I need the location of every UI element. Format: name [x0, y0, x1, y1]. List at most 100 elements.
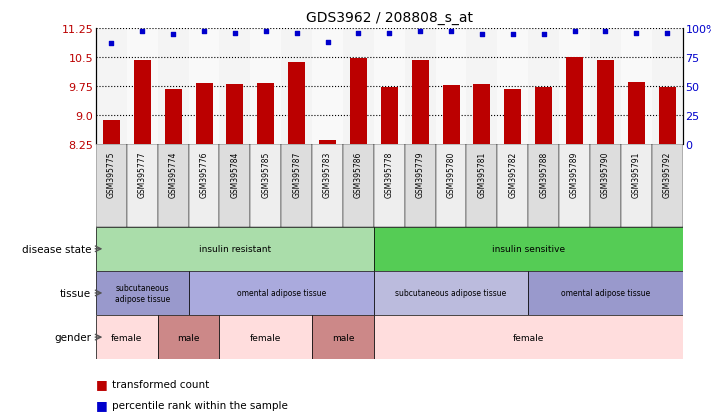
Text: transformed count: transformed count	[112, 379, 209, 389]
Text: omental adipose tissue: omental adipose tissue	[237, 289, 326, 298]
Text: GSM395785: GSM395785	[261, 151, 270, 197]
Text: GSM395775: GSM395775	[107, 151, 116, 197]
Bar	[590, 29, 621, 145]
Point	[538, 31, 550, 38]
Text: insulin resistant: insulin resistant	[199, 244, 271, 254]
Point	[106, 40, 117, 47]
Bar	[96, 29, 127, 145]
Text: gender: gender	[54, 332, 91, 342]
Point	[137, 29, 148, 36]
Bar	[226, 84, 243, 145]
Text: GSM395779: GSM395779	[416, 151, 424, 197]
Text: GSM395778: GSM395778	[385, 151, 394, 197]
Bar	[350, 59, 367, 145]
Bar	[442, 85, 459, 145]
Bar	[590, 145, 621, 227]
Bar	[559, 29, 590, 145]
Point	[168, 31, 179, 38]
Bar	[652, 29, 683, 145]
Point	[415, 29, 426, 36]
Text: GSM395787: GSM395787	[292, 151, 301, 197]
Bar	[466, 29, 497, 145]
Text: GSM395792: GSM395792	[663, 151, 672, 197]
Bar	[628, 83, 645, 145]
Bar	[282, 145, 312, 227]
Text: GSM395790: GSM395790	[601, 151, 610, 197]
Text: female: female	[111, 333, 142, 342]
Bar	[188, 271, 374, 315]
Bar	[497, 29, 528, 145]
Bar	[220, 145, 250, 227]
Bar	[436, 145, 466, 227]
Bar	[405, 145, 436, 227]
Bar	[474, 85, 491, 145]
Bar	[436, 29, 466, 145]
Text: GSM395788: GSM395788	[539, 151, 548, 197]
Text: subcutaneous adipose tissue: subcutaneous adipose tissue	[395, 289, 507, 298]
Bar	[196, 84, 213, 145]
Text: insulin sensitive: insulin sensitive	[491, 244, 565, 254]
Bar	[158, 145, 188, 227]
Bar	[405, 29, 436, 145]
Bar	[96, 227, 374, 271]
Text: female: female	[250, 333, 282, 342]
Bar	[158, 315, 220, 359]
Text: percentile rank within the sample: percentile rank within the sample	[112, 400, 287, 410]
Bar	[566, 58, 583, 145]
Bar	[374, 271, 528, 315]
Text: GSM395780: GSM395780	[447, 151, 456, 197]
Point	[631, 30, 642, 37]
Bar	[535, 88, 552, 145]
Text: female: female	[513, 333, 544, 342]
Bar	[374, 315, 683, 359]
Bar	[96, 145, 127, 227]
Text: GSM395782: GSM395782	[508, 151, 518, 197]
Bar	[381, 88, 397, 145]
Bar	[96, 315, 158, 359]
Bar	[374, 227, 683, 271]
Bar	[621, 145, 652, 227]
Text: omental adipose tissue: omental adipose tissue	[561, 289, 650, 298]
Bar	[597, 61, 614, 145]
Bar	[220, 29, 250, 145]
Bar	[127, 29, 158, 145]
Bar	[312, 315, 374, 359]
Bar	[528, 145, 559, 227]
Point	[661, 30, 673, 37]
Bar	[412, 61, 429, 145]
Bar	[504, 90, 521, 145]
Bar	[312, 145, 343, 227]
Bar	[282, 29, 312, 145]
Bar	[312, 29, 343, 145]
Text: male: male	[332, 333, 354, 342]
Bar	[257, 84, 274, 145]
Bar	[158, 29, 188, 145]
Bar	[319, 141, 336, 145]
Bar	[220, 315, 312, 359]
Bar	[96, 271, 188, 315]
Bar	[559, 145, 590, 227]
Bar	[343, 29, 374, 145]
Bar	[497, 145, 528, 227]
Text: GSM395774: GSM395774	[169, 151, 178, 197]
Bar	[621, 29, 652, 145]
Text: male: male	[177, 333, 200, 342]
Bar	[134, 61, 151, 145]
Text: tissue: tissue	[60, 288, 91, 298]
Bar	[466, 145, 497, 227]
Point	[260, 29, 272, 36]
Bar	[652, 145, 683, 227]
Bar	[188, 29, 220, 145]
Text: ■: ■	[96, 398, 108, 411]
Text: GSM395784: GSM395784	[230, 151, 240, 197]
Bar	[103, 120, 120, 145]
Point	[353, 30, 364, 37]
Text: GSM395776: GSM395776	[200, 151, 208, 197]
Text: GSM395786: GSM395786	[354, 151, 363, 197]
Point	[445, 29, 456, 36]
Title: GDS3962 / 208808_s_at: GDS3962 / 208808_s_at	[306, 11, 473, 25]
Bar	[343, 145, 374, 227]
Text: GSM395791: GSM395791	[632, 151, 641, 197]
Point	[198, 29, 210, 36]
Bar	[127, 145, 158, 227]
